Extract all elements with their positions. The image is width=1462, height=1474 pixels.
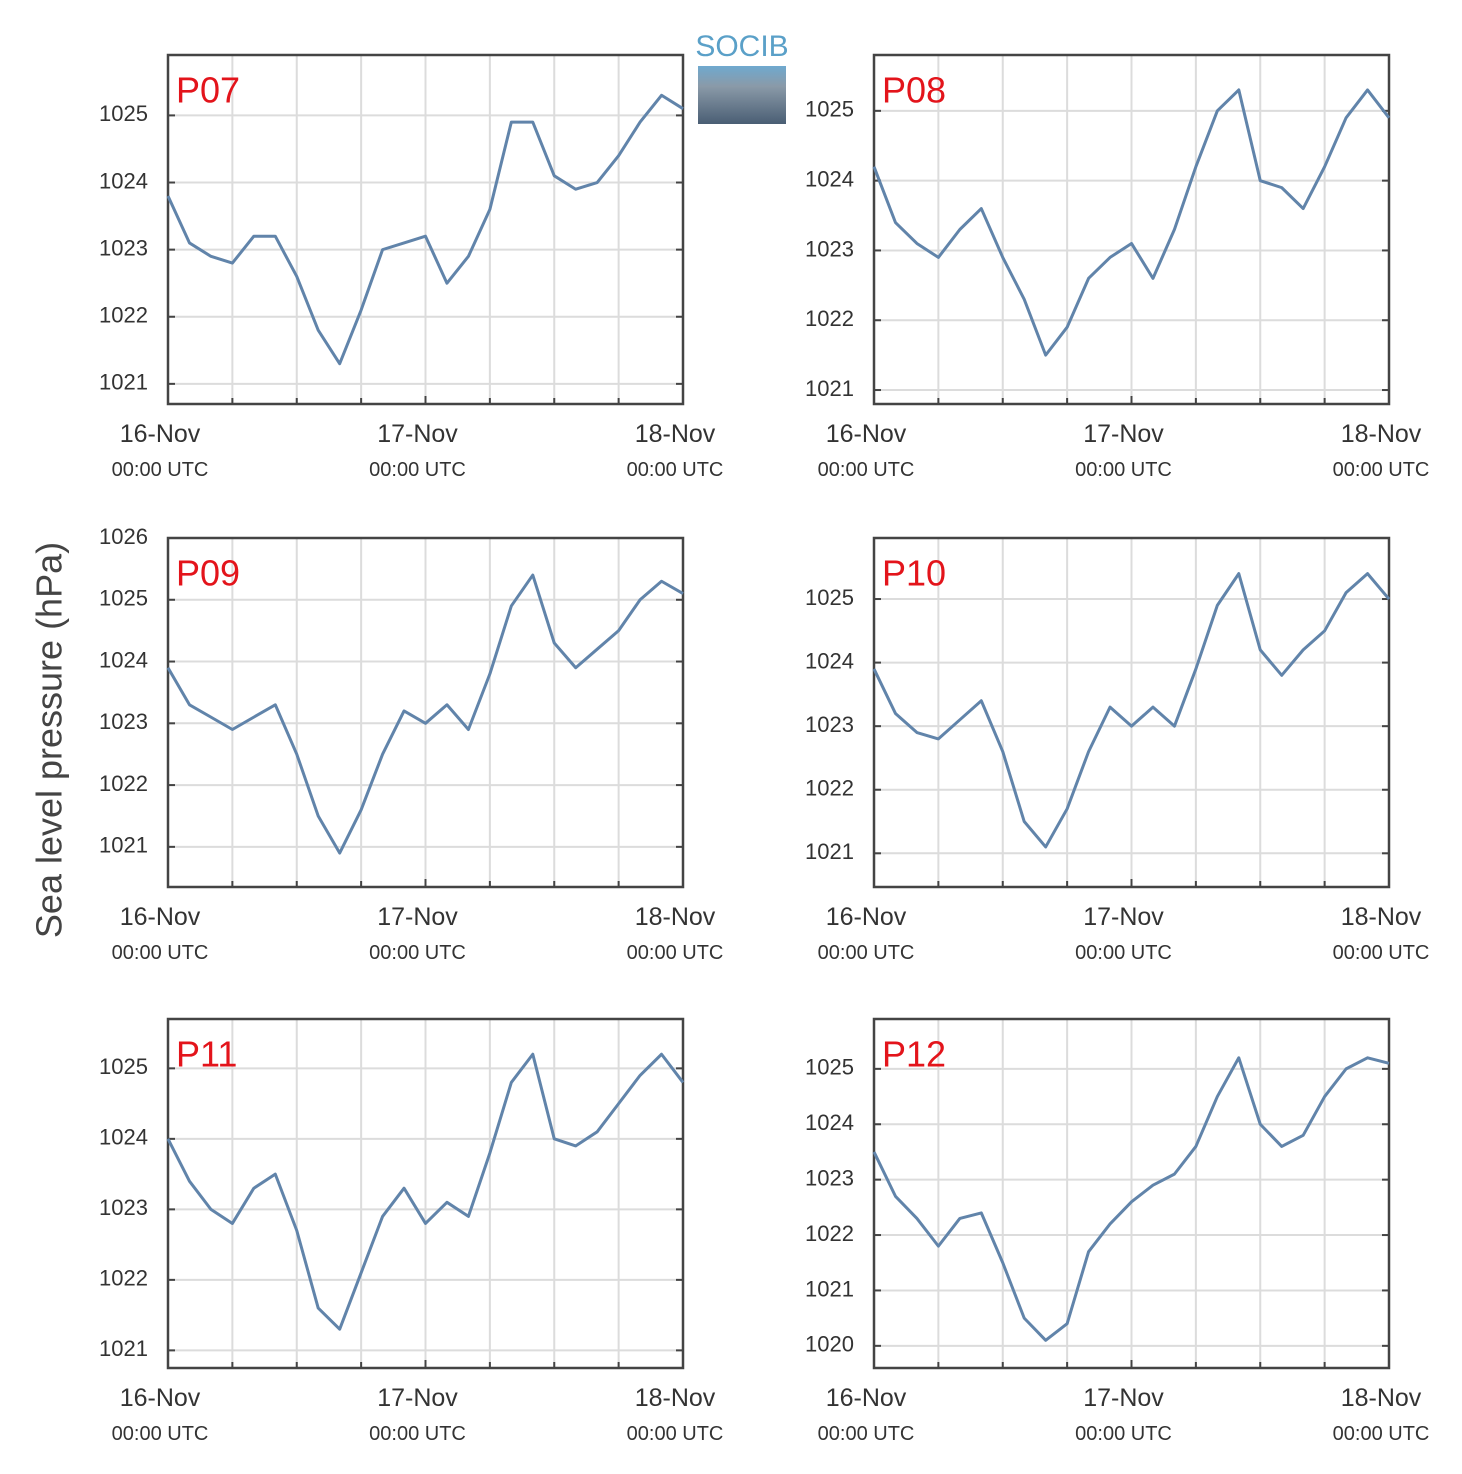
x-tick-label: 16-Nov 00:00 UTC — [817, 1384, 915, 1445]
line-series — [166, 93, 684, 366]
plot-frame — [872, 1017, 1391, 1370]
x-tick-label: 17-Nov 00:00 UTC — [1075, 903, 1172, 964]
panel-title: P09 — [176, 553, 240, 594]
x-tick-label: 16-Nov 00:00 UTC — [817, 903, 915, 964]
y-tick-label: 1021 — [805, 839, 854, 864]
y-tick-label: 1022 — [99, 771, 148, 796]
x-tick-label: 17-Nov 00:00 UTC — [369, 903, 466, 964]
plot-frame — [166, 53, 685, 406]
plot-frame — [166, 1017, 685, 1370]
x-tick-label: 18-Nov 00:00 UTC — [626, 420, 724, 481]
y-tick-label: 1024 — [99, 168, 148, 193]
x-tick-label: 17-Nov 00:00 UTC — [369, 420, 466, 481]
y-tick-label: 1023 — [805, 1165, 854, 1190]
logo: SOCIB — [695, 30, 789, 124]
plot-frame — [872, 53, 1391, 406]
y-tick-label: 1022 — [805, 1221, 854, 1246]
y-tick-label: 1022 — [99, 303, 148, 328]
y-tick-label: 1025 — [805, 585, 854, 610]
y-tick-label: 1021 — [99, 833, 148, 858]
y-tick-label: 1022 — [805, 306, 854, 331]
x-tick-label: 18-Nov 00:00 UTC — [1332, 420, 1430, 481]
panel-title: P07 — [176, 70, 240, 111]
panel-title: P10 — [882, 553, 946, 594]
y-axis-label: Sea level pressure (hPa) — [29, 542, 70, 938]
y-tick-label: 1024 — [805, 166, 854, 191]
y-tick-label: 1025 — [805, 97, 854, 122]
y-tick-label: 1023 — [99, 709, 148, 734]
y-tick-label: 1022 — [99, 1266, 148, 1291]
plot-frame — [166, 536, 685, 889]
panel-title: P11 — [176, 1034, 237, 1075]
y-tick-label: 1021 — [99, 1336, 148, 1361]
y-tick-label: 1021 — [805, 376, 854, 401]
line-series — [166, 1052, 685, 1331]
y-tick-label: 1024 — [99, 647, 148, 672]
x-tick-label: 18-Nov 00:00 UTC — [626, 903, 724, 964]
y-tick-label: 1023 — [99, 1195, 148, 1220]
x-tick-label: 17-Nov 00:00 UTC — [1075, 1384, 1172, 1445]
x-tick-label: 18-Nov 00:00 UTC — [1332, 903, 1430, 964]
y-tick-label: 1023 — [805, 712, 854, 737]
line-series — [872, 88, 1391, 357]
y-tick-label: 1026 — [99, 524, 148, 549]
y-tick-label: 1021 — [99, 370, 148, 395]
line-series — [872, 572, 1391, 849]
y-tick-label: 1025 — [99, 1054, 148, 1079]
y-tick-label: 1025 — [99, 586, 148, 611]
x-tick-label: 16-Nov 00:00 UTC — [111, 1384, 209, 1445]
line-series — [872, 1056, 1390, 1342]
x-tick-label: 17-Nov 00:00 UTC — [369, 1384, 466, 1445]
x-tick-label: 16-Nov 00:00 UTC — [111, 903, 209, 964]
y-tick-label: 1022 — [805, 776, 854, 801]
y-tick-label: 1024 — [805, 648, 854, 673]
line-series — [166, 573, 684, 855]
y-tick-label: 1021 — [805, 1276, 854, 1301]
panel-title: P08 — [882, 70, 946, 111]
x-tick-label: 16-Nov 00:00 UTC — [817, 420, 915, 481]
x-tick-label: 18-Nov 00:00 UTC — [1332, 1384, 1430, 1445]
y-tick-label: 1024 — [99, 1125, 148, 1150]
x-tick-label: 17-Nov 00:00 UTC — [1075, 420, 1172, 481]
plot-frame — [872, 536, 1391, 889]
y-tick-label: 1023 — [805, 236, 854, 261]
y-tick-label: 1025 — [805, 1055, 854, 1080]
x-tick-label: 18-Nov 00:00 UTC — [626, 1384, 724, 1445]
y-tick-label: 1025 — [99, 101, 148, 126]
panel-title: P12 — [882, 1034, 946, 1075]
y-tick-label: 1023 — [99, 235, 148, 260]
logo-graphic — [698, 66, 786, 124]
y-tick-label: 1024 — [805, 1110, 854, 1135]
logo-text: SOCIB — [695, 30, 788, 63]
y-tick-label: 1020 — [805, 1332, 854, 1357]
x-tick-label: 16-Nov 00:00 UTC — [111, 420, 209, 481]
